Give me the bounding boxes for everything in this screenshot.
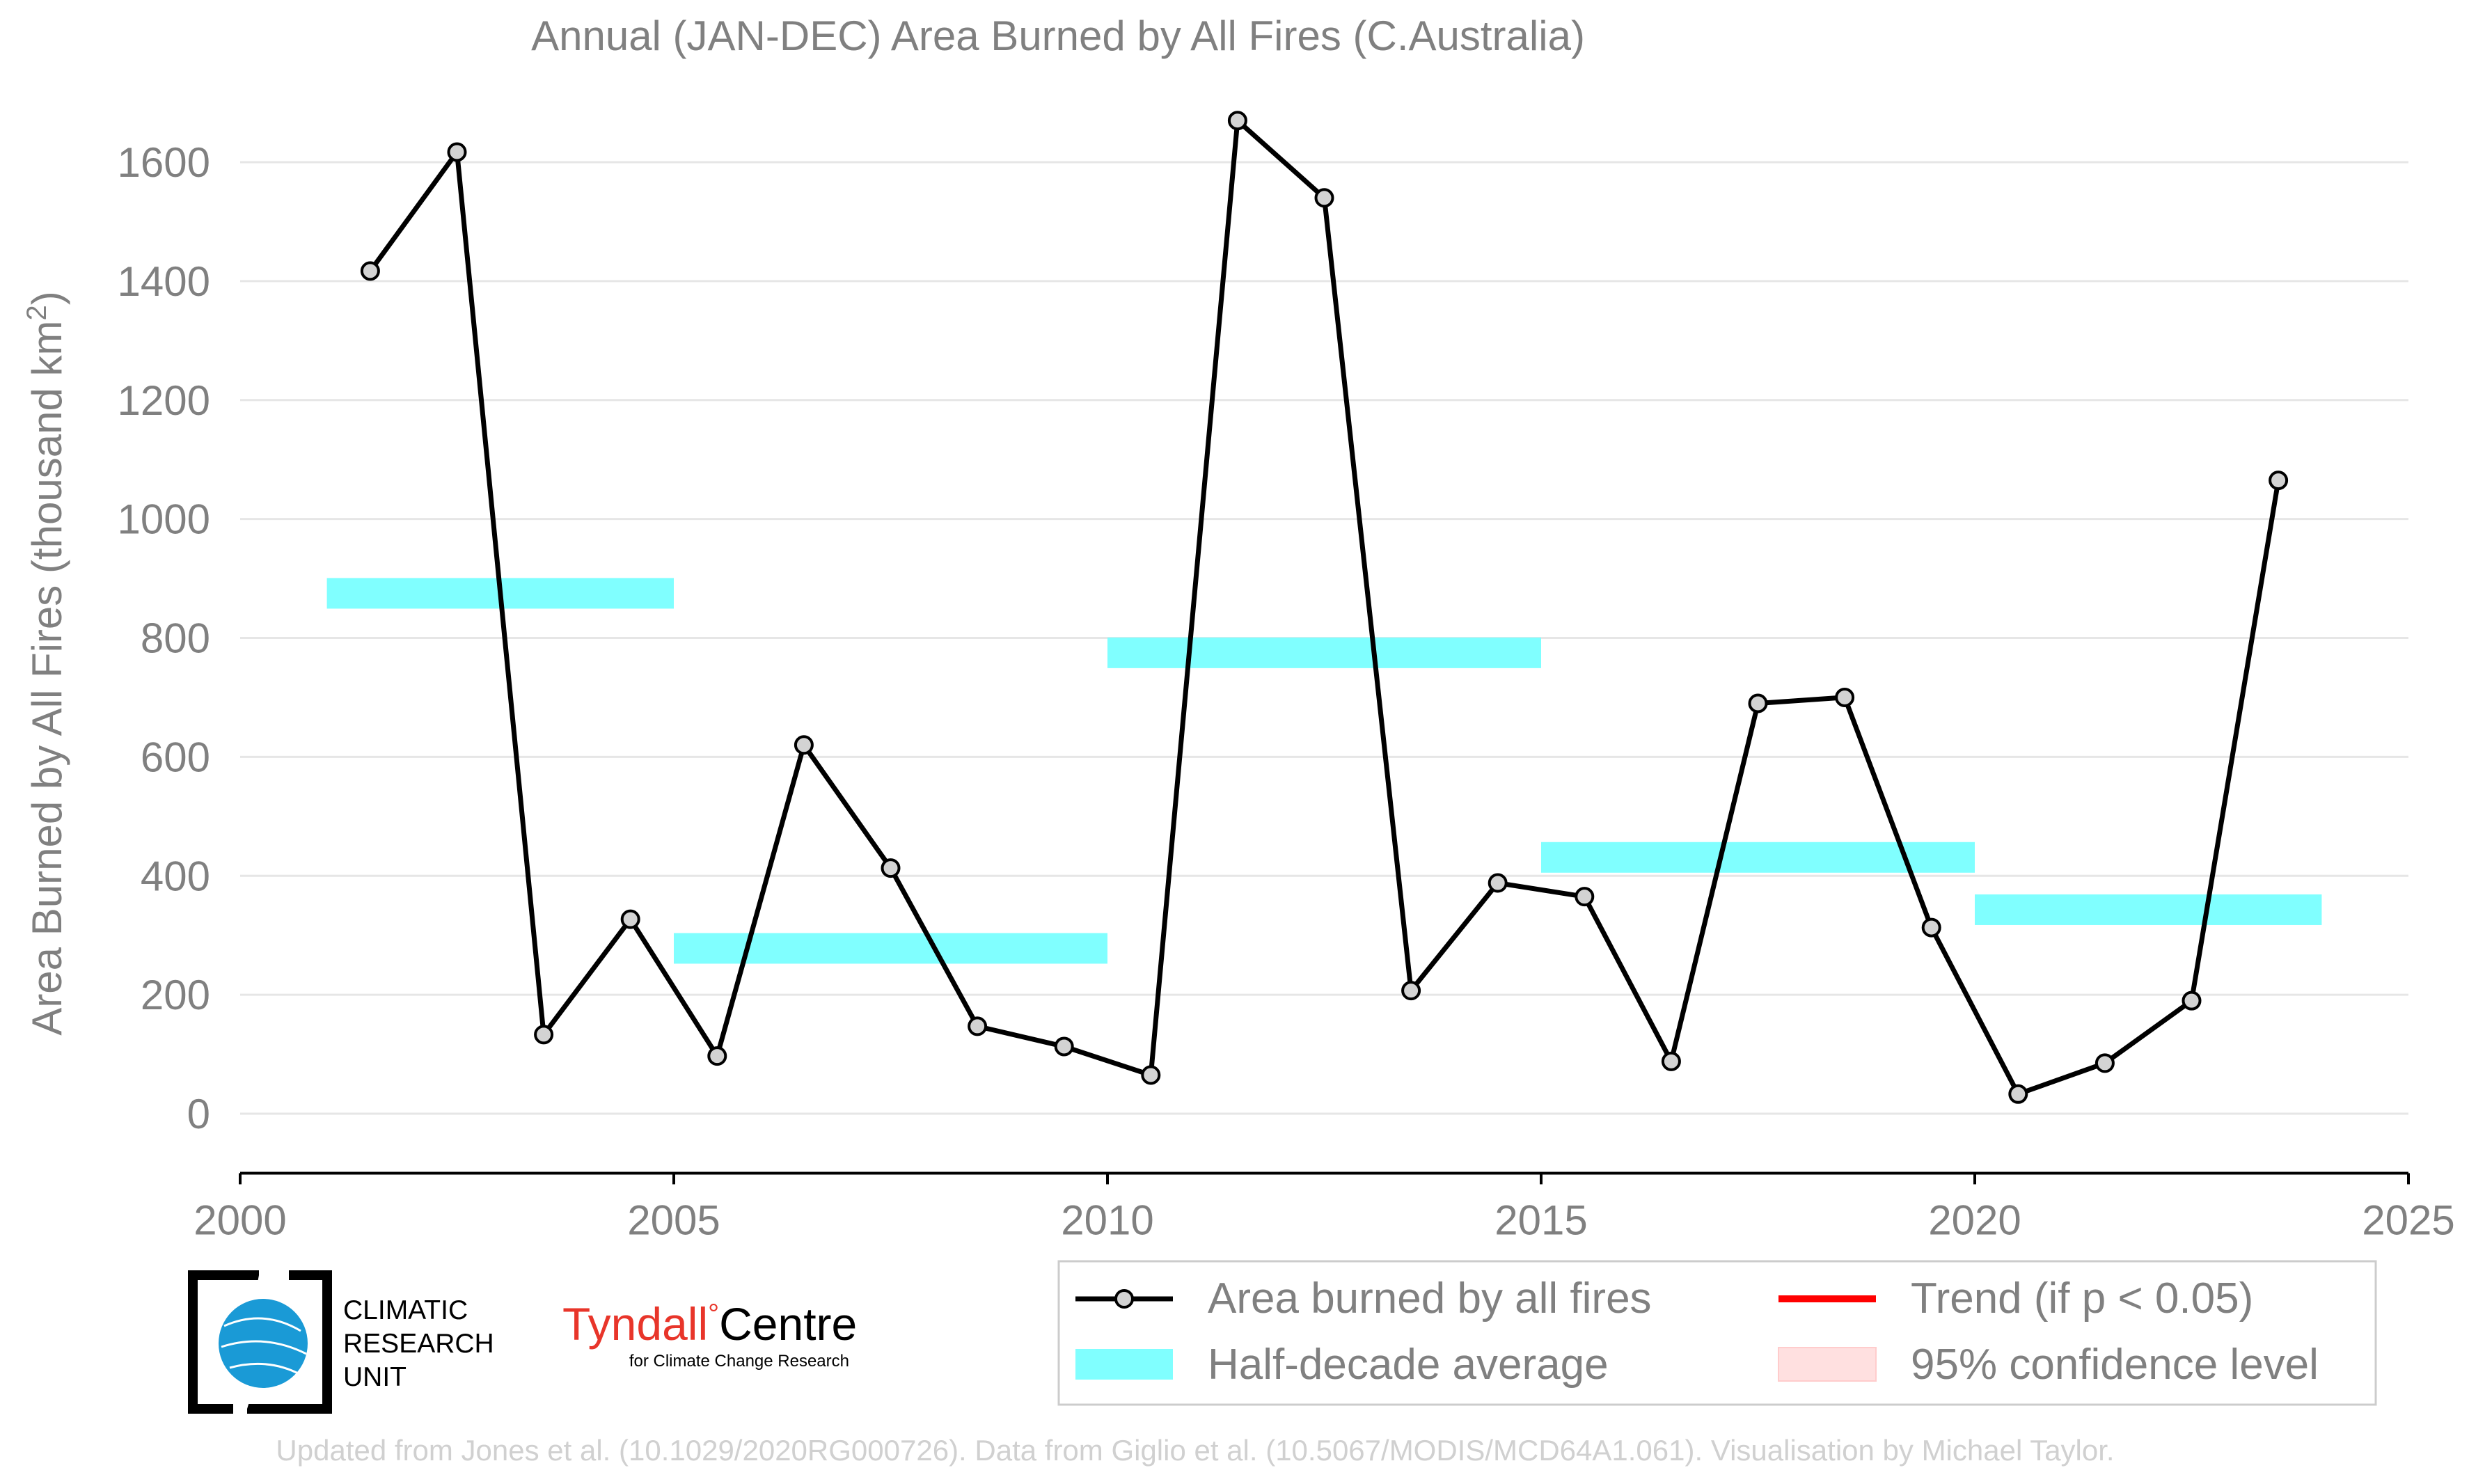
data-point-21 (2182, 990, 2202, 1011)
chart-title: Annual (JAN-DEC) Area Burned by All Fire… (531, 13, 1585, 59)
y-tick-label-0: 0 (187, 1091, 210, 1137)
data-point-16 (1748, 693, 1768, 713)
half-decade-average-bars (326, 578, 2322, 964)
data-point-11 (1314, 188, 1334, 208)
x-tick-label-2020: 2020 (1928, 1197, 2021, 1243)
cru-text-line-1: CLIMATIC (343, 1295, 468, 1325)
data-point-22 (2269, 471, 2289, 491)
tyndall-word: Tyndall (562, 1298, 708, 1350)
data-point-6 (881, 858, 901, 878)
y-axis-label-sup: 2 (22, 305, 52, 320)
data-point-2 (534, 1025, 554, 1045)
tyndall-centre: Centre (719, 1298, 857, 1350)
y-tick-label-200: 200 (141, 972, 210, 1018)
data-point-19 (2008, 1084, 2028, 1104)
legend-half-decade-swatch (1075, 1349, 1173, 1380)
y-tick-label-800: 800 (141, 615, 210, 662)
cru-text-line-2: RESEARCH (343, 1329, 494, 1359)
half-decade-bar-1 (674, 933, 1107, 964)
data-point-14 (1575, 887, 1595, 907)
y-tick-label-1000: 1000 (118, 496, 210, 543)
x-tick-label-2015: 2015 (1494, 1197, 1587, 1243)
cru-text-line-3: UNIT (343, 1362, 407, 1392)
y-axis-label-main: Area Burned by All Fires (thousand km (24, 321, 70, 1036)
legend-confidence-label: 95% confidence level (1911, 1341, 2319, 1389)
half-decade-bar-2 (1107, 637, 1541, 668)
data-point-9 (1141, 1065, 1161, 1085)
data-point-4 (707, 1046, 727, 1066)
data-point-0 (360, 261, 380, 281)
legend-half-decade-label: Half-decade average (1208, 1341, 1609, 1389)
y-axis-label: Area Burned by All Fires (thousand km2) (22, 291, 70, 1035)
data-point-8 (1054, 1036, 1074, 1057)
tyndall-subtitle: for Climate Change Research (629, 1352, 849, 1371)
x-tick-label-2025: 2025 (2362, 1197, 2454, 1243)
data-point-10 (1227, 111, 1247, 131)
half-decade-bar-4 (1975, 894, 2322, 925)
data-point-13 (1488, 873, 1508, 893)
legend-confidence-swatch (1778, 1347, 1877, 1382)
data-point-18 (1921, 917, 1941, 938)
data-point-12 (1401, 981, 1421, 1001)
tyndall-logo: Tyndall°Centre for Climate Change Resear… (562, 1298, 857, 1371)
y-tick-label-1200: 1200 (118, 377, 210, 424)
x-tick-label-2000: 2000 (194, 1197, 286, 1243)
y-tick-label-600: 600 (141, 734, 210, 780)
legend-area-burned-label: Area burned by all fires (1208, 1274, 1652, 1323)
data-point-15 (1661, 1051, 1681, 1071)
y-axis-label-close: ) (24, 291, 70, 305)
y-tick-label-1600: 1600 (118, 139, 210, 186)
data-point-5 (794, 735, 814, 755)
legend-box (1057, 1260, 2377, 1406)
legend-trend-label: Trend (if p < 0.05) (1911, 1274, 2253, 1323)
series-area-burned (360, 111, 2289, 1104)
data-point-3 (620, 909, 640, 929)
x-tick-label-2005: 2005 (627, 1197, 720, 1243)
footer-credits: Updated from Jones et al. (10.1029/2020R… (276, 1434, 2114, 1467)
tyndall-title: Tyndall°Centre (562, 1298, 857, 1350)
data-point-20 (2095, 1053, 2115, 1073)
cru-logo: CLIMATIC RESEARCH UNIT (188, 1270, 494, 1414)
legend-area-burned-marker (1114, 1289, 1134, 1309)
y-tick-label-400: 400 (141, 853, 210, 899)
legend: Area burned by all fires Trend (if p < 0… (1057, 1260, 2377, 1406)
x-tick-label-2010: 2010 (1061, 1197, 1153, 1243)
data-point-7 (968, 1016, 988, 1036)
x-axis: 2000 2005 2010 2015 2020 2025 (194, 1171, 2455, 1243)
data-point-17 (1835, 687, 1855, 707)
y-tick-label-1400: 1400 (118, 258, 210, 305)
tyndall-degree: ° (708, 1299, 719, 1329)
data-point-1 (447, 142, 467, 162)
y-tick-labels: 0 200 400 600 800 1000 1200 1400 1600 (118, 139, 210, 1137)
